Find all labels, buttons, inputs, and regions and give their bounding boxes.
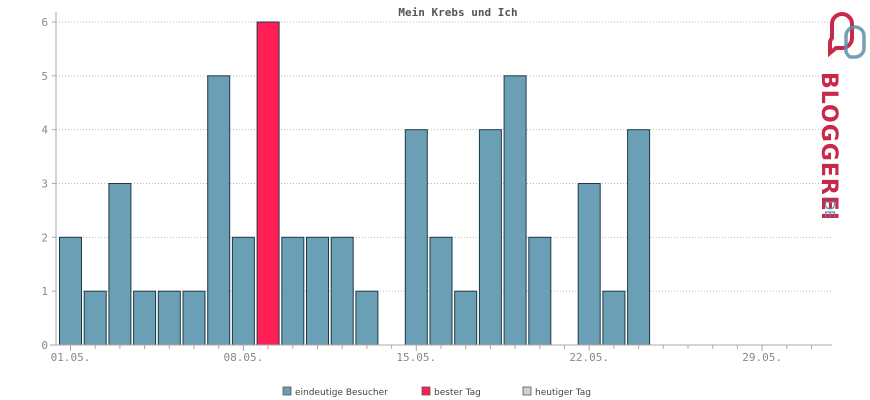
y-tick-label: 4	[41, 124, 48, 137]
bar	[503, 75, 527, 346]
x-tick-label: 08.05.	[224, 351, 264, 364]
bar	[577, 183, 601, 346]
bar	[281, 236, 305, 346]
x-axis-ticks: 01.05. 08.05. 15.05. 22.05. 29.05.	[51, 345, 812, 364]
bar	[429, 236, 453, 346]
y-tick-label: 3	[41, 178, 48, 191]
legend-swatch	[522, 386, 532, 396]
bar	[478, 129, 502, 346]
y-tick-label: 2	[41, 231, 48, 244]
legend-swatch	[421, 386, 431, 396]
bar	[454, 290, 478, 346]
logo-tld: .DE	[821, 196, 836, 218]
x-tick-label: 15.05.	[396, 351, 436, 364]
bar	[133, 290, 157, 346]
y-axis-ticks: 0 1 2 3 4 5 6	[41, 16, 56, 352]
legend-label: eindeutige Besucher	[295, 388, 388, 398]
bar	[207, 75, 231, 346]
x-tick-label: 01.05.	[51, 351, 91, 364]
bar	[627, 129, 651, 346]
bar	[59, 236, 82, 346]
bar	[602, 290, 626, 346]
y-tick-label: 5	[41, 70, 48, 83]
bar-best-day	[256, 21, 280, 346]
bar	[404, 129, 428, 346]
y-tick-label: 1	[41, 285, 48, 298]
bloggerei-logo: BLOGGEREI .DE	[816, 12, 866, 221]
y-tick-label: 0	[41, 339, 48, 352]
legend-label: heutiger Tag	[535, 388, 591, 398]
bar	[231, 236, 255, 346]
bar	[83, 290, 107, 346]
legend-swatch	[282, 386, 292, 396]
chart-title: Mein Krebs und Ich	[398, 6, 517, 19]
x-tick-label: 29.05.	[742, 351, 782, 364]
x-tick-label: 22.05.	[569, 351, 609, 364]
y-tick-label: 6	[41, 16, 48, 29]
bars	[59, 21, 651, 346]
bar	[355, 290, 379, 346]
logo-text: BLOGGEREI	[816, 72, 841, 221]
speech-bubbles-icon	[827, 12, 866, 59]
bar	[182, 290, 206, 346]
legend-label: bester Tag	[434, 388, 481, 398]
bar	[306, 236, 329, 346]
bar	[330, 236, 354, 346]
bar	[157, 290, 181, 346]
bar	[528, 236, 552, 346]
legend: eindeutige Besucher bester Tag heutiger Ta…	[282, 386, 591, 398]
bar	[108, 183, 132, 346]
